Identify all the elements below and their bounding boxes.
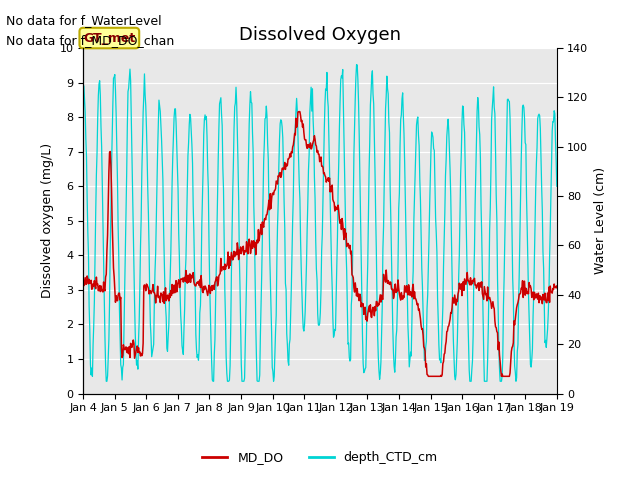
Text: No data for f_MD_DO_chan: No data for f_MD_DO_chan bbox=[6, 34, 175, 47]
Legend: MD_DO, depth_CTD_cm: MD_DO, depth_CTD_cm bbox=[197, 446, 443, 469]
Y-axis label: Dissolved oxygen (mg/L): Dissolved oxygen (mg/L) bbox=[41, 143, 54, 299]
Title: Dissolved Oxygen: Dissolved Oxygen bbox=[239, 25, 401, 44]
Y-axis label: Water Level (cm): Water Level (cm) bbox=[594, 167, 607, 275]
Text: GT_met: GT_met bbox=[83, 32, 136, 45]
Text: No data for f_WaterLevel: No data for f_WaterLevel bbox=[6, 14, 162, 27]
